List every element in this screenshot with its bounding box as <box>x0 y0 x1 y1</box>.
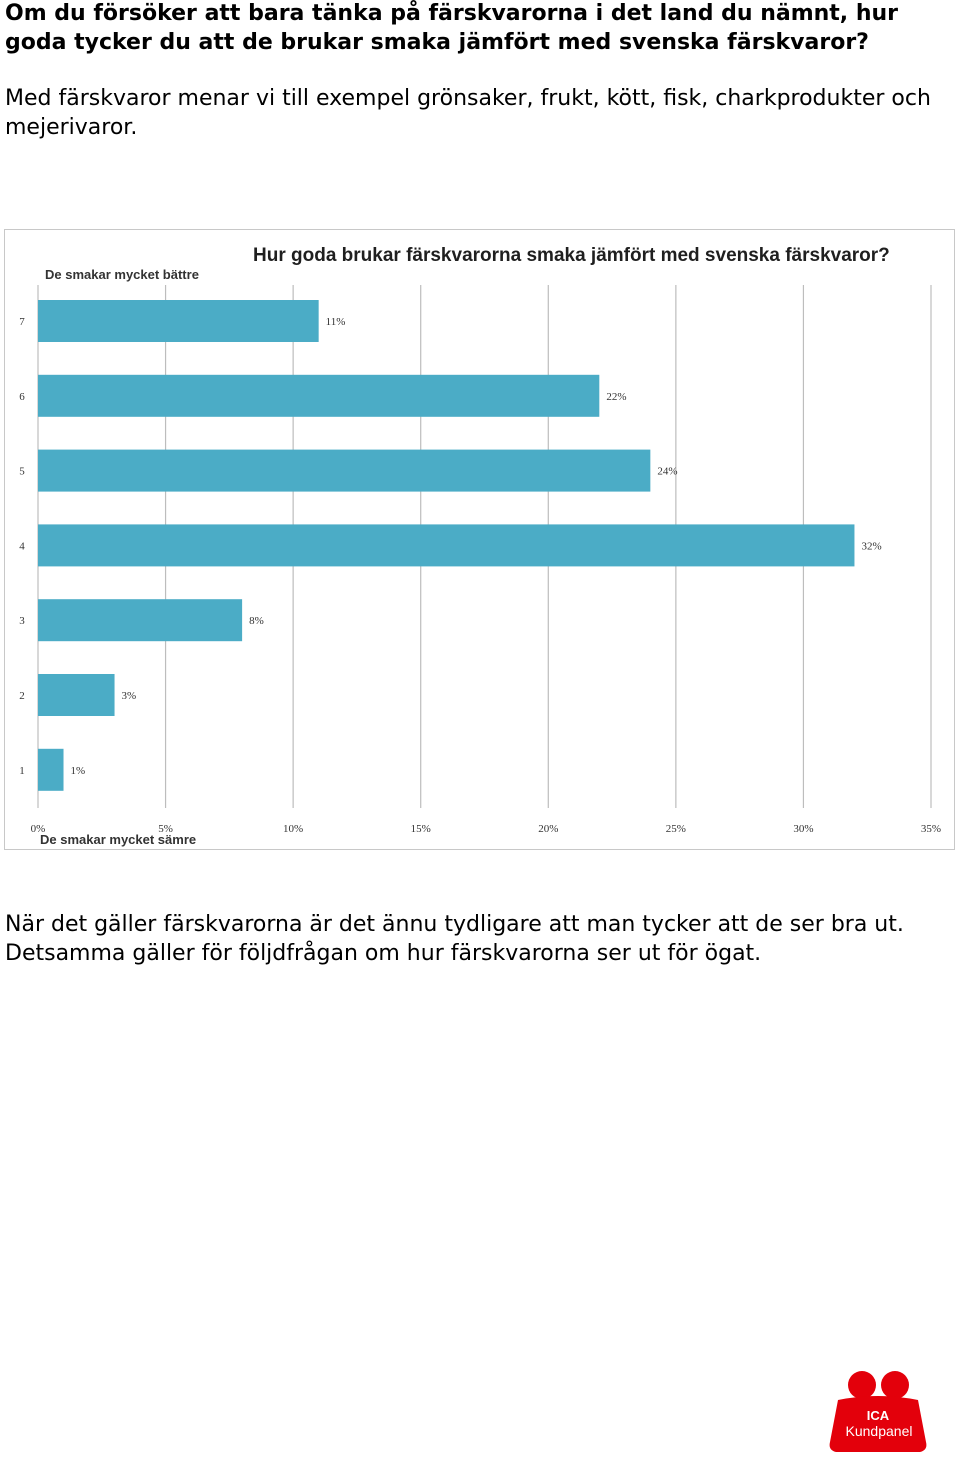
x-tick-label: 15% <box>411 823 431 835</box>
chart-bottom-label: De smakar mycket sämre <box>40 832 196 847</box>
data-label: 3% <box>122 690 137 702</box>
bar <box>38 599 243 642</box>
bar <box>38 374 600 417</box>
chart-top-label: De smakar mycket bättre <box>45 267 199 282</box>
x-tick-label: 35% <box>921 823 941 835</box>
data-label: 24% <box>657 466 677 478</box>
logo-body <box>829 1396 927 1452</box>
conclusion-text: När det gäller färskvarorna är det ännu … <box>5 912 904 966</box>
data-label: 8% <box>249 615 264 627</box>
x-tick-label: 25% <box>666 823 686 835</box>
bar <box>38 748 64 791</box>
bar <box>38 300 319 342</box>
logo-text-ica: ICA <box>867 1408 890 1423</box>
x-tick-label: 20% <box>538 823 558 835</box>
logo-figure-right <box>881 1371 909 1399</box>
category-label: 6 <box>19 391 25 403</box>
x-tick-label: 5% <box>158 823 173 835</box>
category-label: 7 <box>19 316 25 328</box>
bars: 7 11%6 22%5 24%4 32%3 8%2 3%1 1% <box>19 300 882 791</box>
ica-kundpanel-logo: ICA Kundpanel <box>829 1371 927 1452</box>
logo-figure-left <box>848 1371 876 1399</box>
category-label: 1 <box>19 765 25 777</box>
category-label: 5 <box>19 466 25 478</box>
bar <box>38 449 651 492</box>
category-label: 4 <box>19 540 25 552</box>
data-label: 1% <box>71 765 86 777</box>
bar <box>38 674 115 716</box>
x-tick-label: 30% <box>793 823 813 835</box>
bar <box>38 524 855 567</box>
data-label: 22% <box>606 391 626 403</box>
x-tick-label: 10% <box>283 823 303 835</box>
question-heading: Om du försöker att bara tänka på färskva… <box>5 1 898 55</box>
category-label: 2 <box>19 690 25 702</box>
x-tick-label: 0% <box>31 823 46 835</box>
data-label: 32% <box>861 540 881 552</box>
data-label: 11% <box>326 316 346 328</box>
bar-chart: 0% 5% 10% 15% 20% 25% 30% 35% 7 11% 6 22% 5 24% 4 32% 3… <box>4 229 955 850</box>
logo-text-kundpanel: Kundpanel <box>846 1423 913 1439</box>
intro-text: Med färskvaror menar vi till exempel grö… <box>5 86 931 140</box>
chart-title: Hur goda brukar färskvarorna smaka jämfö… <box>253 245 890 266</box>
category-label: 3 <box>19 615 25 627</box>
bar-chart-svg: 0% 5% 10% 15% 20% 25% 30% 35% 7 11%6 22%5 24%4 32%3… <box>19 245 941 847</box>
